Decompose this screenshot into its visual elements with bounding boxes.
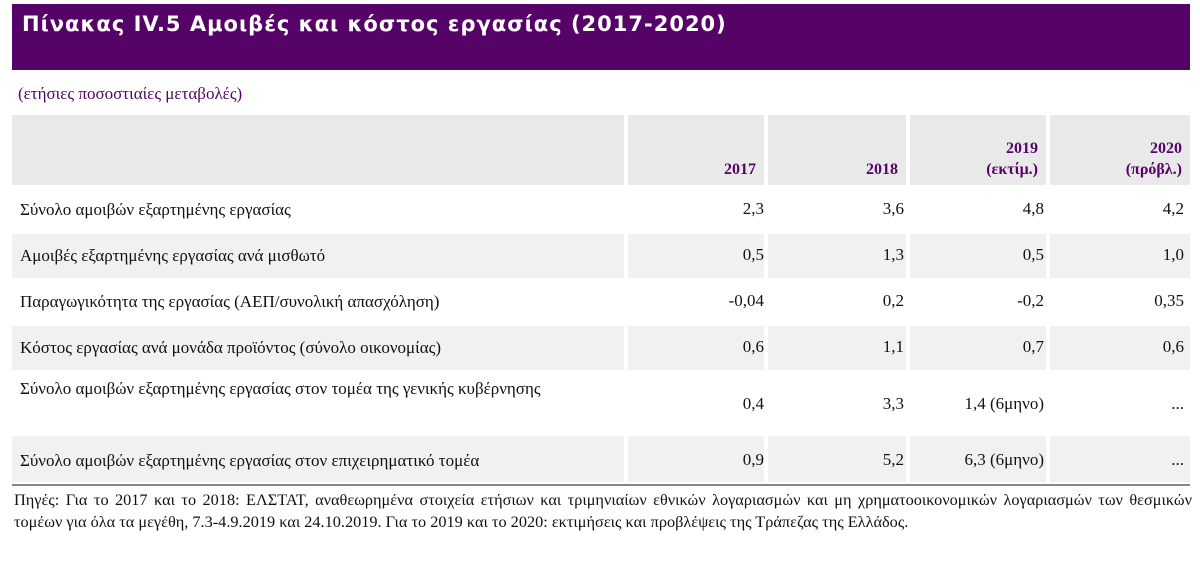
header-col-label: 2018	[866, 159, 898, 180]
table-row: Σύνολο αμοιβών εξαρτημένης εργασίας στον…	[12, 372, 1190, 434]
row-shade	[768, 234, 906, 278]
cell-2017: 0,5	[742, 245, 764, 264]
row-shade	[628, 234, 764, 278]
cell-2019: -0,2	[1017, 291, 1044, 310]
row-label: Παραγωγικότητα της εργασίας (ΑΕΠ/συνολικ…	[20, 292, 440, 311]
col-year: 2018	[866, 161, 898, 178]
row-label: Κόστος εργασίας ανά μονάδα προϊόντος (σύ…	[20, 338, 442, 357]
cell-2019: 0,5	[1022, 245, 1044, 264]
row-shade	[910, 436, 1046, 482]
col-year: 2020	[1150, 140, 1182, 157]
row-shade	[12, 436, 624, 482]
header-col-label: 2020 (πρόβλ.)	[1126, 138, 1182, 180]
cell-2017: -0,04	[728, 291, 764, 310]
cell-2019: 4,8	[1022, 199, 1044, 218]
header-col-2019: 2019 (εκτίμ.)	[910, 115, 1046, 185]
cell-2018: 1,3	[882, 245, 904, 264]
table-row: Παραγωγικότητα της εργασίας (ΑΕΠ/συνολικ…	[12, 280, 1190, 324]
cell-2020: 0,35	[1154, 291, 1184, 310]
col-note: (πρόβλ.)	[1125, 161, 1182, 178]
row-shade	[628, 436, 764, 482]
cell-2019: 1,4 (6μηνο)	[964, 394, 1044, 413]
table-title-bar: Πίνακας IV.5 Αμοιβές και κόστος εργασίας…	[12, 4, 1190, 70]
cell-2020: 1,0	[1162, 245, 1184, 264]
col-year: 2017	[724, 161, 756, 178]
source-note: Πηγές: Για το 2017 και το 2018: ΕΛΣΤΑΤ, …	[14, 490, 1192, 531]
cell-2017: 0,4	[742, 394, 764, 413]
cell-2018: 5,2	[882, 450, 904, 469]
header-col-label: 2017	[724, 159, 756, 180]
cell-2017: 2,3	[742, 199, 764, 218]
row-shade	[12, 234, 624, 278]
cell-2020: ...	[1171, 394, 1184, 413]
row-shade	[768, 326, 906, 370]
table-row: Αμοιβές εξαρτημένης εργασίας ανά μισθωτό…	[12, 234, 1190, 278]
cell-2020: 4,2	[1162, 199, 1184, 218]
row-shade	[768, 436, 906, 482]
cell-2018: 0,2	[882, 291, 904, 310]
cell-2017: 0,9	[742, 450, 764, 469]
col-year: 2019	[1006, 140, 1038, 157]
cell-2020: ...	[1171, 450, 1184, 469]
header-label-cell	[12, 115, 624, 185]
row-label: Σύνολο αμοιβών εξαρτημένης εργασίας στον…	[20, 379, 541, 398]
row-shade	[910, 326, 1046, 370]
row-shade	[1050, 436, 1190, 482]
table-bottom-rule	[12, 484, 1190, 486]
cell-2017: 0,6	[742, 337, 764, 356]
row-label: Σύνολο αμοιβών εξαρτημένης εργασίας στον…	[20, 451, 480, 470]
cell-2019: 6,3 (6μηνο)	[964, 450, 1044, 469]
table-row: Σύνολο αμοιβών εξαρτημένης εργασίας στον…	[12, 436, 1190, 482]
cell-2018: 1,1	[882, 337, 904, 356]
cell-2018: 3,3	[882, 394, 904, 413]
table-row: Κόστος εργασίας ανά μονάδα προϊόντος (σύ…	[12, 326, 1190, 370]
row-shade	[1050, 234, 1190, 278]
table-header: 2017 2018 2019 (εκτίμ.) 2020 (πρόβλ.)	[12, 115, 1190, 185]
header-col-label: 2019 (εκτίμ.)	[986, 138, 1038, 180]
header-col-2017: 2017	[628, 115, 764, 185]
table-title: Πίνακας IV.5 Αμοιβές και κόστος εργασίας…	[22, 12, 727, 36]
table-subtitle: (ετήσιες ποσοστιαίες μεταβολές)	[18, 84, 243, 103]
cell-2018: 3,6	[882, 199, 904, 218]
row-label: Αμοιβές εξαρτημένης εργασίας ανά μισθωτό	[20, 246, 326, 265]
row-shade	[628, 326, 764, 370]
cell-2019: 0,7	[1022, 337, 1044, 356]
row-shade	[910, 234, 1046, 278]
row-shade	[12, 326, 624, 370]
row-shade	[1050, 326, 1190, 370]
cell-2020: 0,6	[1162, 337, 1184, 356]
table-row: Σύνολο αμοιβών εξαρτημένης εργασίας 2,3 …	[12, 188, 1190, 232]
col-note: (εκτίμ.)	[986, 161, 1038, 178]
header-col-2018: 2018	[768, 115, 906, 185]
row-label: Σύνολο αμοιβών εξαρτημένης εργασίας	[20, 200, 291, 219]
header-col-2020: 2020 (πρόβλ.)	[1050, 115, 1190, 185]
